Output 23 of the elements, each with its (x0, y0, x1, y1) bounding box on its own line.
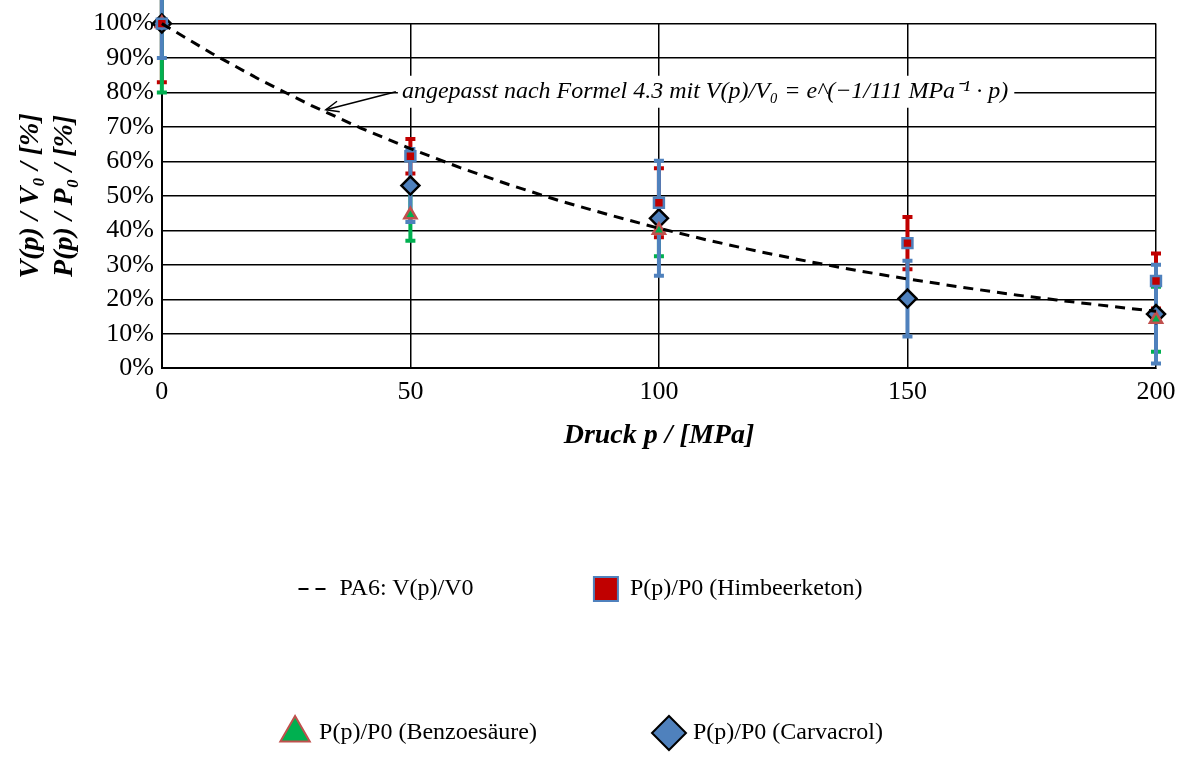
y-axis-title: V(p) / V₀ / [%] P(p) / P₀ / [%] (13, 113, 78, 279)
legend-label: PA6: V(p)/V0 (339, 574, 474, 601)
y-tick-label: 70% (106, 110, 154, 140)
legend-label: P(p)/P0 (Benzoesäure) (319, 718, 537, 745)
y-tick-label: 90% (106, 41, 154, 71)
legend-label: P(p)/P0 (Carvacrol) (692, 718, 883, 745)
annotation: angepasst nach Formel 4.3 mit V(p)/V₀ = e^(−1/111 MPa⁻¹ · p) (401, 77, 1009, 104)
y-tick-label: 40% (106, 214, 154, 244)
x-tick-label: 50 (397, 375, 424, 405)
x-tick-label: 100 (639, 375, 679, 405)
y-tick-label: 100% (93, 7, 154, 37)
x-tick-label: 200 (1136, 375, 1176, 405)
y-tick-label: 50% (106, 179, 154, 209)
x-axis-title: Druck p / [MPa] (562, 418, 755, 450)
legend-label: P(p)/P0 (Himbeerketon) (629, 574, 863, 601)
x-tick-label: 150 (887, 375, 927, 405)
y-tick-label: 80% (106, 76, 154, 106)
y-tick-label: 10% (106, 317, 154, 347)
y-tick-label: 30% (106, 248, 154, 278)
y-tick-label: 0% (119, 352, 154, 382)
y-tick-label: 60% (106, 145, 154, 175)
y-tick-label: 20% (106, 283, 154, 313)
x-tick-label: 0 (155, 375, 169, 405)
